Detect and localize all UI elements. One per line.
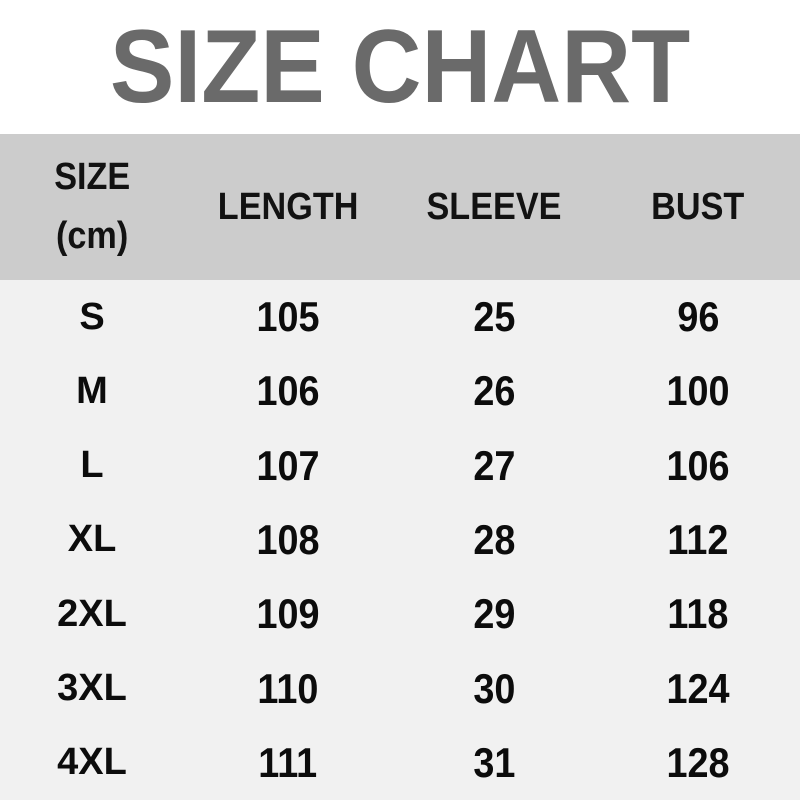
size-label: 2XL (57, 592, 127, 635)
column-header-bust-label: BUST (651, 185, 745, 228)
length-value: 106 (256, 367, 320, 415)
sleeve-cell: 28 (392, 516, 596, 564)
sleeve-value: 29 (472, 590, 516, 638)
length-value: 105 (256, 293, 320, 341)
sleeve-value: 30 (472, 664, 516, 712)
length-cell: 111 (184, 739, 392, 787)
size-label: 4XL (57, 741, 127, 784)
bust-cell: 96 (596, 293, 800, 341)
column-header-length: LENGTH (184, 178, 392, 237)
column-header-sleeve: SLEEVE (392, 178, 596, 237)
sleeve-value: 26 (472, 367, 516, 415)
bust-value: 124 (666, 664, 730, 712)
column-header-size-line1: SIZE (53, 156, 131, 199)
bust-cell: 128 (596, 739, 800, 787)
length-value: 110 (257, 664, 319, 712)
bust-value: 112 (667, 515, 729, 563)
length-cell: 108 (184, 516, 392, 564)
table-row-m: M 106 26 100 (0, 354, 800, 428)
page-title: SIZE CHART (109, 9, 691, 125)
column-header-sleeve-label: SLEEVE (426, 185, 562, 228)
column-header-bust: BUST (596, 178, 800, 237)
bust-value: 100 (666, 367, 730, 415)
table-row-3xl: 3XL 110 30 124 (0, 651, 800, 725)
sleeve-value: 28 (472, 515, 516, 563)
sleeve-cell: 25 (392, 293, 596, 341)
title-area: SIZE CHART (0, 0, 800, 134)
length-cell: 110 (184, 665, 392, 713)
bust-value: 118 (667, 590, 729, 638)
table-row-2xl: 2XL 109 29 118 (0, 577, 800, 651)
table-body: S 105 25 96 M 106 26 100 L 107 27 106 XL… (0, 280, 800, 800)
size-label: S (79, 295, 105, 338)
length-value: 111 (258, 738, 318, 786)
table-row-xl: XL 108 28 112 (0, 503, 800, 577)
sleeve-cell: 29 (392, 590, 596, 638)
size-table: SIZE (cm) LENGTH SLEEVE BUST S 105 25 96… (0, 134, 800, 800)
length-cell: 105 (184, 293, 392, 341)
column-header-length-label: LENGTH (217, 185, 359, 228)
bust-value: 128 (666, 738, 730, 786)
length-cell: 107 (184, 442, 392, 490)
column-header-size-line2: (cm) (55, 215, 129, 257)
size-label: 3XL (57, 667, 127, 710)
sleeve-value: 27 (472, 441, 516, 489)
bust-cell: 112 (596, 516, 800, 564)
bust-value: 106 (666, 441, 730, 489)
bust-cell: 100 (596, 367, 800, 415)
bust-cell: 106 (596, 442, 800, 490)
length-value: 107 (256, 441, 320, 489)
length-value: 109 (256, 590, 320, 638)
table-header-row: SIZE (cm) LENGTH SLEEVE BUST (0, 134, 800, 280)
sleeve-cell: 31 (392, 739, 596, 787)
size-label: L (80, 444, 104, 487)
bust-cell: 118 (596, 590, 800, 638)
column-header-size: SIZE (cm) (0, 148, 184, 266)
sleeve-cell: 27 (392, 442, 596, 490)
size-label: M (76, 369, 108, 412)
table-row-4xl: 4XL 111 31 128 (0, 726, 800, 800)
sleeve-value: 31 (472, 738, 516, 786)
table-row-s: S 105 25 96 (0, 280, 800, 354)
length-cell: 109 (184, 590, 392, 638)
sleeve-cell: 26 (392, 367, 596, 415)
sleeve-value: 25 (472, 293, 516, 341)
length-value: 108 (256, 515, 320, 563)
size-label: XL (67, 518, 117, 561)
bust-value: 96 (676, 293, 720, 341)
length-cell: 106 (184, 367, 392, 415)
bust-cell: 124 (596, 665, 800, 713)
table-row-l: L 107 27 106 (0, 429, 800, 503)
sleeve-cell: 30 (392, 665, 596, 713)
